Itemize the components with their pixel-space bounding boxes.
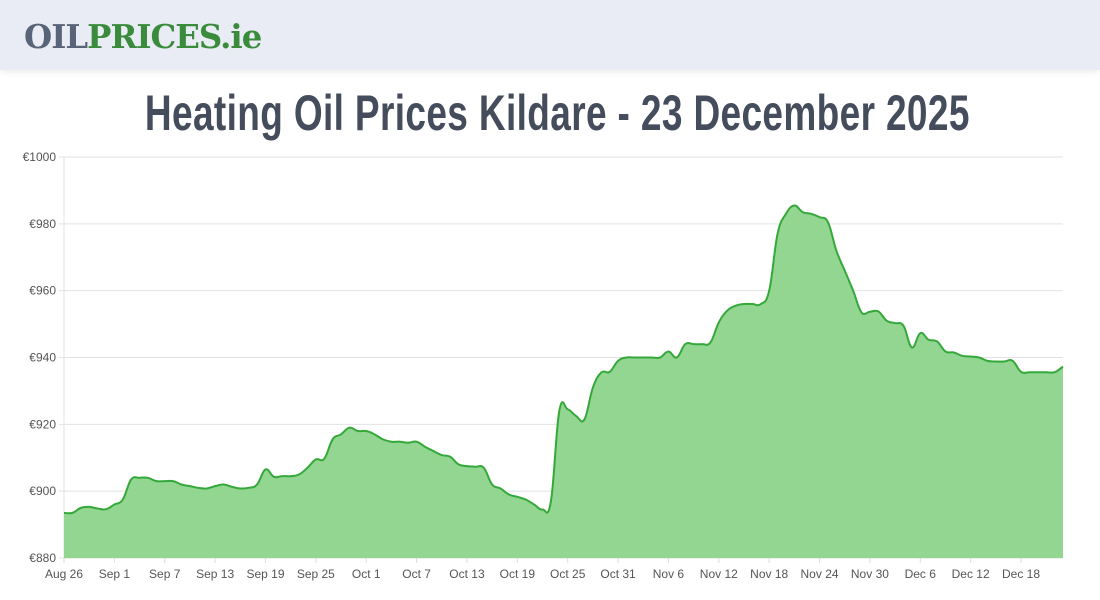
y-tick-label: €920 [29, 417, 56, 431]
y-tick-label: €900 [29, 484, 56, 498]
site-logo[interactable]: OILPRICES.ie [24, 17, 262, 56]
x-tick-label: Oct 1 [352, 567, 381, 581]
x-tick-label: Dec 6 [905, 567, 937, 581]
price-area [64, 205, 1063, 558]
x-tick-label: Sep 7 [149, 567, 181, 581]
logo-text-prices: PRICES.ie [87, 17, 262, 56]
top-bar: OILPRICES.ie [0, 0, 1100, 70]
y-tick-label: €1000 [23, 150, 57, 164]
y-tick-label: €940 [29, 351, 56, 365]
x-tick-label: Nov 6 [653, 567, 685, 581]
page-title: Heating Oil Prices Kildare - 23 December… [144, 85, 970, 141]
x-tick-label: Dec 18 [1002, 567, 1040, 581]
x-tick-label: Sep 13 [196, 567, 234, 581]
x-tick-label: Oct 31 [600, 567, 636, 581]
x-tick-label: Sep 19 [246, 567, 284, 581]
x-tick-label: Aug 26 [45, 567, 83, 581]
y-tick-label: €880 [29, 551, 56, 565]
y-tick-label: €980 [29, 217, 56, 231]
x-tick-label: Oct 19 [500, 567, 536, 581]
x-tick-label: Oct 25 [550, 567, 586, 581]
y-tick-label: €960 [29, 284, 56, 298]
x-tick-label: Sep 1 [99, 567, 131, 581]
logo-text-oil: OIL [24, 17, 88, 56]
x-tick-label: Sep 25 [297, 567, 335, 581]
x-tick-label: Dec 12 [952, 567, 990, 581]
x-tick-label: Nov 24 [801, 567, 839, 581]
x-tick-label: Nov 30 [851, 567, 889, 581]
x-tick-label: Nov 12 [700, 567, 738, 581]
price-line [63, 204, 1064, 515]
x-tick-label: Oct 13 [449, 567, 485, 581]
x-tick-label: Nov 18 [750, 567, 788, 581]
x-tick-label: Oct 7 [402, 567, 431, 581]
